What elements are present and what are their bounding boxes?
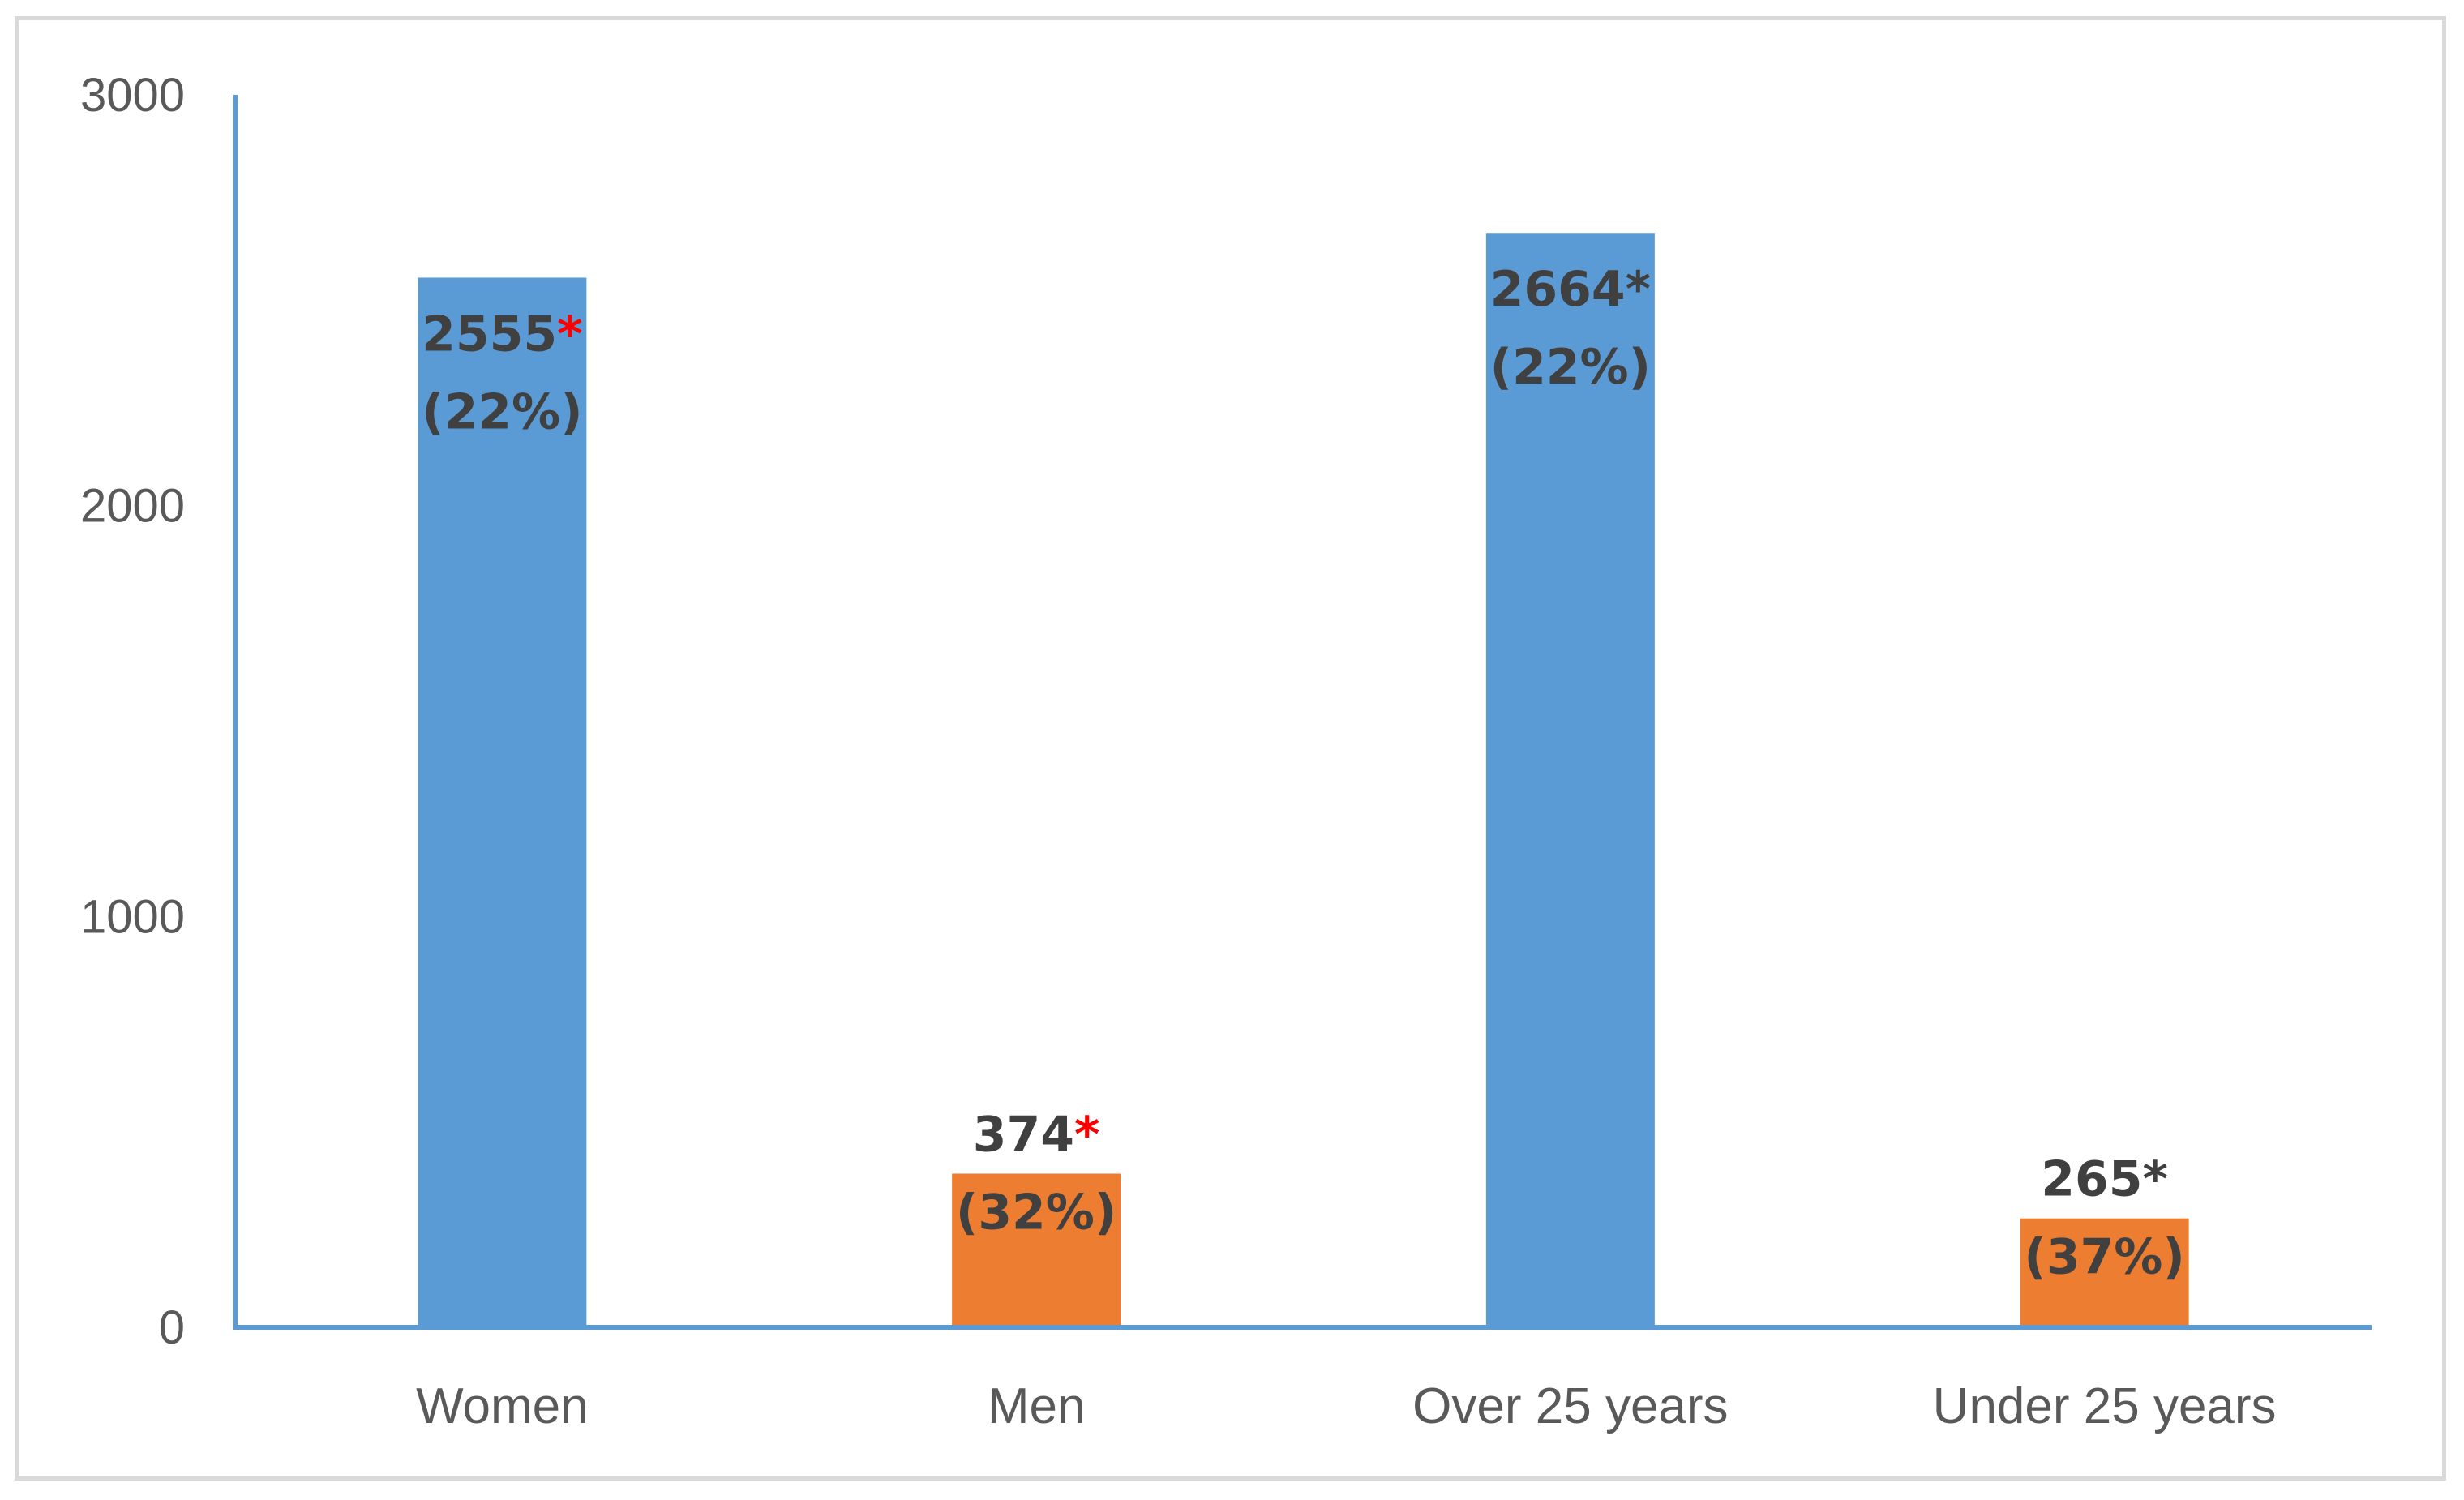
y-axis-ticks: 0 1000 2000 3000 [80,69,185,1354]
bar [2020,1218,2189,1327]
y-tick-label: 1000 [80,890,185,943]
data-label-percent: (37%) [2024,1229,2184,1286]
bar [418,277,587,1327]
data-label-value: 2664* [1490,261,1651,318]
x-tick-label: Women [416,1378,589,1434]
data-label-value: 2555* [422,306,582,362]
significance-marker: * [2143,1151,2168,1208]
data-label-percent: (22%) [1490,339,1651,396]
x-tick-label: Men [988,1378,1086,1434]
data-label-number: 265 [2041,1151,2142,1208]
data-label-value: 374* [973,1107,1100,1164]
axes [233,95,2372,1330]
significance-marker: * [557,306,582,362]
data-label-percent: (32%) [956,1185,1116,1241]
data-label-number: 2555 [422,306,557,362]
data-labels: 2555*(22%)374*(32%)2664*(22%)265*(37%) [422,261,2185,1285]
y-tick-label: 0 [159,1301,185,1354]
bar [1485,233,1655,1327]
data-label-value: 265* [2041,1151,2168,1208]
x-tick-label: Over 25 years [1412,1378,1728,1434]
significance-marker: * [1074,1107,1099,1164]
y-tick-label: 2000 [80,480,185,533]
data-label-number: 374 [973,1107,1074,1164]
category-labels: Women Men Over 25 years Under 25 years [416,1378,2276,1434]
y-tick-label: 3000 [80,69,185,122]
bars [418,233,2189,1327]
x-tick-label: Under 25 years [1933,1378,2277,1434]
chart-frame [15,16,2446,1481]
data-label-percent: (22%) [422,384,582,440]
data-label-number: 2664 [1490,261,1626,318]
bar [952,1173,1121,1327]
significance-marker: * [1626,261,1651,318]
